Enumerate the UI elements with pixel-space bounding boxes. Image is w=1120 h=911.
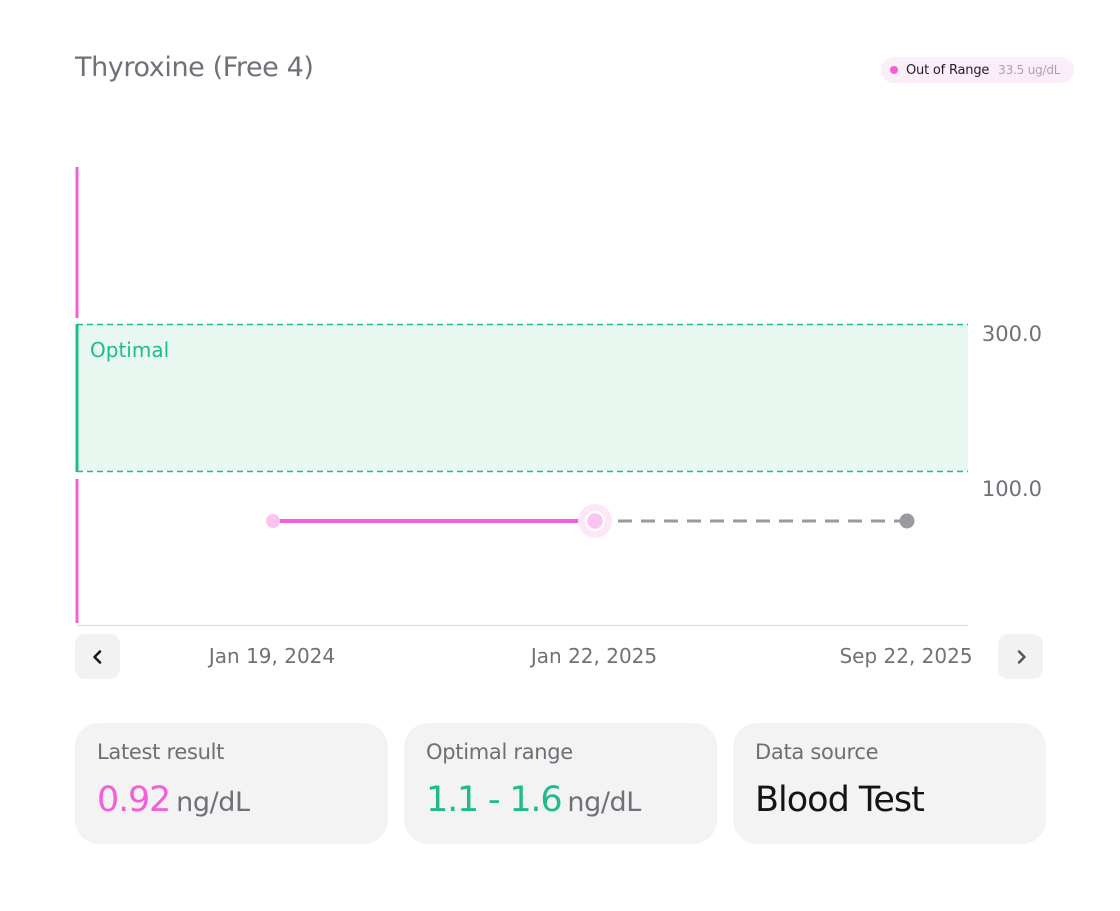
data-point-jan-22-2025[interactable] [584,510,606,532]
data-source-label: Data source [755,740,879,764]
optimal-range-value-row: 1.1 - 1.6 ng/dL [426,783,695,818]
optimal-range-label: Optimal range [426,740,573,764]
status-label: Out of Range [906,62,990,78]
chevron-left-icon [92,649,101,664]
y-tick-label-300: 300.0 [982,322,1042,346]
latest-result-value: 0.92 [97,780,171,820]
latest-result-label: Latest result [97,740,225,764]
status-value: 33.5 ug/dL [998,63,1061,77]
latest-result-unit: ng/dL [176,787,250,818]
optimal-range-unit: ng/dL [567,787,641,818]
data-source-value: Blood Test [755,780,925,820]
x-tick-label-jan-19-2024: Jan 19, 2024 [207,644,335,668]
optimal-range-value: 1.1 - 1.6 [426,780,563,820]
next-period-button[interactable] [998,634,1043,679]
data-source-card: Data source Blood Test [733,723,1046,844]
optimal-range-card: Optimal range 1.1 - 1.6 ng/dL [404,723,717,844]
previous-period-button[interactable] [75,634,120,679]
y-tick-label-100: 100.0 [982,477,1042,501]
optimal-band-label: Optimal [90,338,169,362]
latest-result-card: Latest result 0.92 ng/dL [75,723,388,844]
data-point-sep-22-2025[interactable] [899,513,915,529]
page-title: Thyroxine (Free 4) [75,52,314,83]
chevron-right-icon [1017,649,1026,664]
biomarker-chart: Optimal 300.0 100.0 Jan 19, 2024 Jan 22,… [75,167,1042,668]
data-source-value-row: Blood Test [755,783,1024,818]
optimal-band [77,324,968,471]
x-tick-label-sep-22-2025: Sep 22, 2025 [839,644,972,668]
status-dot-icon [890,66,898,74]
x-tick-label-jan-22-2025: Jan 22, 2025 [529,644,657,668]
latest-result-value-row: 0.92 ng/dL [97,783,366,818]
status-badge: Out of Range 33.5 ug/dL [881,57,1074,83]
data-point-jan-19-2024[interactable] [266,514,280,528]
